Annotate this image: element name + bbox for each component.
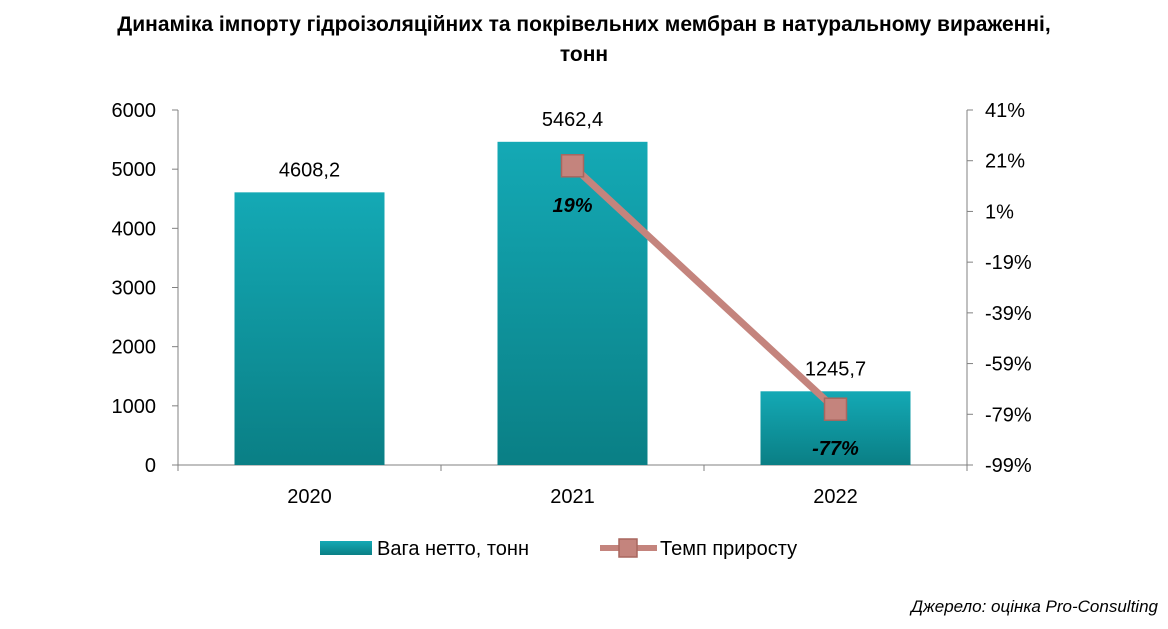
y-right-tick-label: -59% [985,354,1032,376]
bar-value-label: 5462,4 [542,109,603,131]
y-left-tick-label: 6000 [112,100,157,122]
growth-value-label: 19% [552,195,592,217]
chart-title-line2: тонн [559,43,609,66]
y-left-tick-label: 1000 [112,396,157,418]
y-right-tick-label: 21% [985,151,1025,173]
growth-value-label: -77% [812,438,859,460]
y-left-tick-label: 0 [145,455,156,477]
y-right-tick-label: 1% [985,201,1014,223]
bar-value-label: 1245,7 [805,358,866,380]
y-right-tick-label: -19% [985,252,1032,274]
growth-marker-2021 [560,154,585,178]
y-left-tick-label: 5000 [112,159,157,181]
x-tick-label: 2020 [287,486,332,508]
y-left-tick-label: 4000 [112,218,157,240]
y-right-tick-label: 41% [985,100,1025,122]
bar-value-label: 4608,2 [279,159,340,181]
y-left-tick-label: 2000 [112,337,157,359]
bar-2021 [497,141,648,466]
growth-line [570,163,838,412]
y-right-tick-label: -79% [985,404,1032,426]
y-right-tick-label: -39% [985,303,1032,325]
y-right-tick-label: -99% [985,455,1032,477]
legend-bar-swatch [320,541,372,555]
legend-bar-label: Вага нетто, тонн [377,538,529,560]
x-tick-label: 2021 [550,486,595,508]
y-left-tick-label: 3000 [112,278,157,300]
source-note: Джерело: оцінка Pro-Consulting [911,597,1158,616]
bar-2020 [234,192,385,466]
chart-title: Динаміка імпорту гідроізоляційних та пок… [0,10,1168,70]
legend-line-marker [618,538,638,558]
x-tick-label: 2022 [813,486,858,508]
growth-marker-2022 [823,397,848,421]
legend-line-label: Темп приросту [660,538,797,560]
chart-title-line1: Динаміка імпорту гідроізоляційних та пок… [117,13,1051,36]
